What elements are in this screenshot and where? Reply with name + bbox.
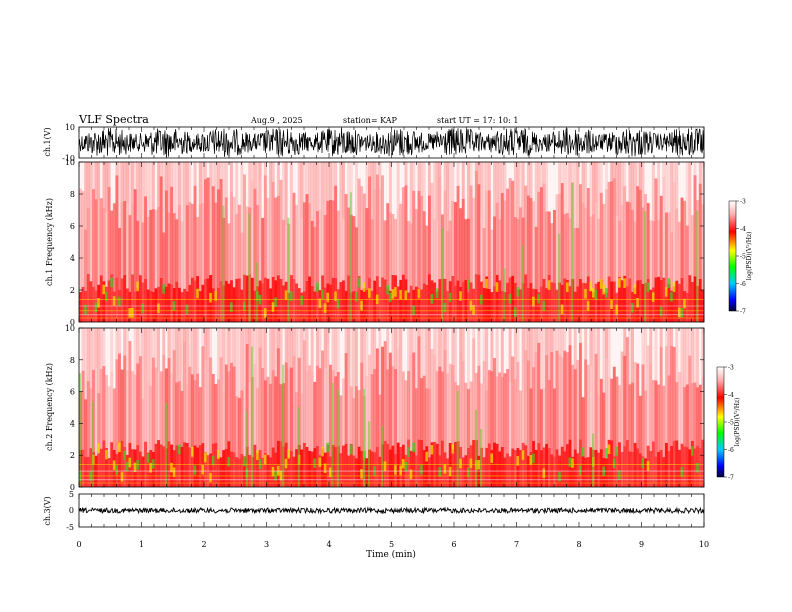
start-ut-label: start UT = 17: 10: 1 (437, 116, 518, 125)
ch3-ytick-mid: 0 (69, 506, 74, 515)
x-tick-label: 9 (639, 540, 644, 549)
ch1-freq-ytick-label: 2 (70, 286, 75, 295)
ch1-freq-ytick-label: 10 (65, 158, 75, 167)
ch2-freq-ytick-label: 0 (70, 483, 75, 492)
colorbar-tick-label: -6 (740, 281, 746, 288)
x-tick-label: 0 (76, 540, 81, 549)
ch1-freq-ytick-label: 8 (70, 190, 75, 199)
ch2-spectrogram-image (79, 328, 705, 487)
ch2-spectrogram-panel: 0 2 4 6 8 10 ch.2 Frequency (kHz) (45, 324, 705, 492)
colorbar-tick-label: -4 (740, 226, 746, 233)
ch2-freq-ytick-label: 8 (70, 356, 75, 365)
ch3-ytick-bottom: -5 (66, 523, 74, 532)
figure-title: VLF Spectra (78, 113, 149, 126)
colorbar-tick-label: -3 (728, 365, 734, 372)
station-label: station= KAP (343, 116, 398, 125)
x-tick-label: 10 (699, 540, 709, 549)
colorbar-tick-label: -5 (728, 420, 734, 427)
colorbar-tick-label: -4 (728, 392, 734, 399)
x-tick-label: 1 (139, 540, 144, 549)
ch1-spectrogram-ylabel: ch.1 Frequency (kHz) (45, 198, 54, 286)
ch2-freq-ytick-label: 2 (70, 451, 75, 460)
ch1-colorbar: -3 -4 -5 -6 -7 log(PSD)(V²/Hz) (728, 199, 753, 316)
ch3-waveform-line (78, 506, 705, 515)
ch1-waveform-panel: 10 -10 ch.1(V) (43, 123, 705, 163)
x-tick-label: 5 (389, 540, 394, 549)
ch1-colorbar-gradient (728, 200, 737, 312)
ch1-waveform-line (78, 127, 705, 158)
ch1-spectrogram-panel: 0 2 4 6 8 10 ch.1 Frequency (kHz) (45, 158, 705, 327)
x-tick-label: 2 (201, 540, 206, 549)
x-tick-label: 6 (451, 540, 456, 549)
ch2-freq-ytick-label: 6 (70, 388, 75, 397)
ch1-freq-ytick-label: 4 (70, 254, 75, 263)
ch1-ytick-top: 10 (65, 123, 75, 132)
x-tick-label: 8 (576, 540, 581, 549)
colorbar-tick-label: -7 (728, 475, 734, 482)
ch1-ytick-bottom: -10 (62, 154, 75, 163)
ch1-spectrogram-image (79, 162, 705, 322)
ch3-ytick-top: 5 (69, 490, 74, 499)
ch2-freq-ytick-label: 10 (65, 324, 75, 333)
ch2-colorbar-gradient (716, 366, 725, 478)
ch2-spectrogram-ylabel: ch.2 Frequency (kHz) (45, 363, 54, 451)
colorbar-tick-label: -5 (740, 254, 746, 261)
ch2-freq-ytick-label: 4 (70, 419, 75, 428)
x-tick-label: 4 (326, 540, 331, 549)
ch1-freq-ytick-label: 0 (70, 318, 75, 327)
colorbar-tick-label: -6 (728, 447, 734, 454)
ch2-colorbar: -3 -4 -5 -6 -7 log(PSD)(V²/Hz) (716, 365, 741, 482)
date-label: Aug.9 , 2025 (250, 116, 303, 125)
ch3-waveform-ylabel: ch.3(V) (43, 496, 52, 525)
ch1-colorbar-label: log(PSD)(V²/Hz) (746, 232, 753, 281)
x-axis-label: Time (min) (366, 549, 416, 560)
ch1-waveform-ylabel: ch.1(V) (43, 127, 52, 156)
ch1-freq-ytick-label: 6 (70, 222, 75, 231)
colorbar-tick-label: -7 (740, 309, 746, 316)
x-tick-label: 3 (264, 540, 269, 549)
x-tick-label: 7 (514, 540, 519, 549)
colorbar-tick-label: -3 (740, 199, 746, 206)
ch2-colorbar-label: log(PSD)(V²/Hz) (734, 398, 741, 447)
ch3-waveform-panel: 5 0 -5 ch.3(V) (43, 490, 705, 532)
